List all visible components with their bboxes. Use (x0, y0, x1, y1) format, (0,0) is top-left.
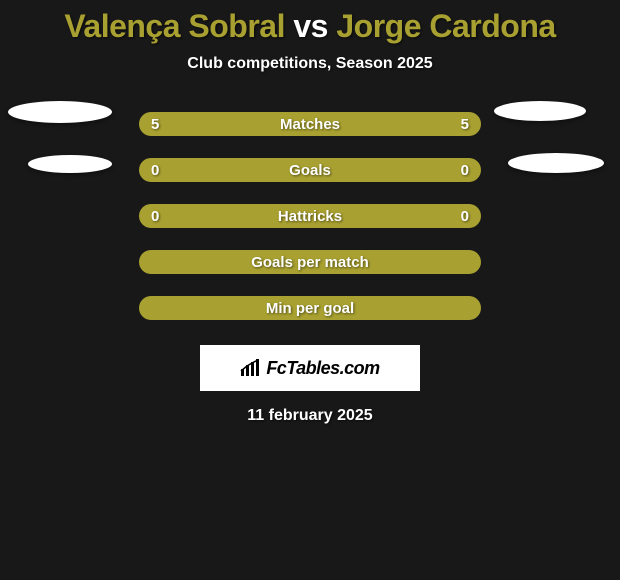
stat-row: Goals per match (0, 239, 620, 285)
stat-label: Goals per match (251, 254, 369, 271)
stat-label: Goals (289, 162, 331, 179)
stat-right-value: 0 (461, 208, 469, 225)
source-logo[interactable]: FcTables.com (200, 345, 420, 391)
stat-bar: Min per goal (139, 296, 481, 320)
stat-row: 5 Matches 5 (0, 101, 620, 147)
stat-row: Min per goal (0, 285, 620, 331)
stat-bar: Goals per match (139, 250, 481, 274)
stat-left-value: 0 (151, 162, 159, 179)
stat-bar: 0 Hattricks 0 (139, 204, 481, 228)
stat-label: Matches (280, 116, 340, 133)
stat-row: 0 Goals 0 (0, 147, 620, 193)
stat-left-value: 0 (151, 208, 159, 225)
snapshot-date: 11 february 2025 (0, 407, 620, 425)
subtitle: Club competitions, Season 2025 (0, 55, 620, 73)
chart-icon (240, 359, 262, 377)
stat-row: 0 Hattricks 0 (0, 193, 620, 239)
stat-label: Min per goal (266, 300, 354, 317)
player2-name: Jorge Cardona (336, 8, 555, 44)
stat-right-value: 5 (461, 116, 469, 133)
player1-name: Valença Sobral (64, 8, 285, 44)
logo-text: FcTables.com (266, 358, 379, 379)
vs-separator: vs (285, 8, 336, 44)
stat-label: Hattricks (278, 208, 342, 225)
stats-arena: 5 Matches 5 0 Goals 0 0 Hattricks 0 Goal… (0, 101, 620, 331)
comparison-title: Valença Sobral vs Jorge Cardona (0, 0, 620, 45)
stat-bar: 5 Matches 5 (139, 112, 481, 136)
stat-bar: 0 Goals 0 (139, 158, 481, 182)
stat-right-value: 0 (461, 162, 469, 179)
stat-left-value: 5 (151, 116, 159, 133)
